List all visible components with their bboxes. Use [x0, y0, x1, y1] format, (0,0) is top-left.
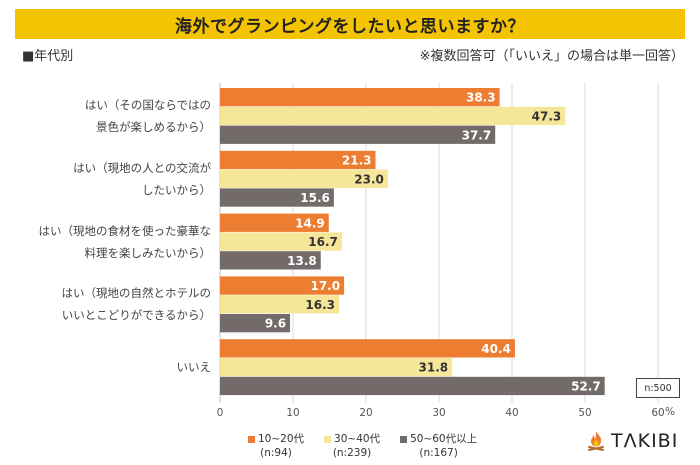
x-tick-label: 60: [651, 407, 664, 419]
x-unit-label: %: [665, 406, 675, 418]
data-label: 37.7: [462, 128, 492, 142]
category-label-line: はい（現地の食材を使った豪華な: [38, 223, 212, 238]
bar: [220, 88, 500, 107]
bar: [220, 106, 566, 126]
category-label-line: いいえ: [176, 360, 212, 375]
category-label-line: はい（現地の自然とホテルの: [61, 286, 212, 301]
chart-title-bar: 海外でグランピングをしたいと思いますか？: [15, 9, 685, 39]
data-label: 16.7: [308, 235, 338, 249]
bar: [220, 213, 329, 232]
answer-note: ※複数回答可（「いいえ」の場合は単一回答）: [419, 49, 684, 64]
bar: [220, 150, 376, 170]
legend-n: (n:94): [260, 447, 292, 459]
bar: [220, 169, 388, 188]
data-label: 52.7: [571, 379, 601, 393]
bar: [220, 232, 342, 251]
data-label: 38.3: [466, 91, 496, 105]
legend-item-30-40: 30~40代 (n:239): [324, 432, 380, 460]
bar: [220, 251, 321, 270]
legend-item-50-60: 50~60代以上 (n:167): [400, 432, 477, 460]
campfire-icon: [588, 431, 604, 451]
data-label: 17.0: [310, 279, 340, 293]
legend-label: 30~40代: [334, 433, 381, 445]
x-tick-label: 30: [432, 407, 445, 419]
x-tick-label: 0: [217, 407, 224, 419]
legend-swatch: [248, 435, 255, 443]
chart-title: 海外でグランピングをしたいと思いますか？: [175, 16, 525, 37]
legend-swatch: [324, 435, 332, 443]
bar: [220, 339, 515, 358]
category-label-line: いいとこどりができるから）: [61, 308, 211, 323]
sample-size-box: n:500: [636, 378, 680, 398]
bar: [220, 276, 345, 295]
data-label: 31.8: [419, 361, 449, 375]
category-label-line: 景色が楽しめるから）: [96, 119, 211, 134]
data-label: 15.6: [300, 191, 330, 205]
bar: [220, 188, 334, 207]
category-label: はい（現地の自然とホテルの いいとこどりができるから）: [62, 282, 212, 326]
bar: [220, 358, 453, 377]
legend-n: (n:167): [419, 447, 458, 459]
category-label: はい（現地の食材を使った豪華な料理を楽しみたいから）: [39, 220, 212, 264]
x-tick-label: 10: [286, 407, 299, 419]
data-label: 40.4: [481, 342, 511, 356]
takibi-logo: TΛKIBI: [586, 430, 678, 452]
data-label: 47.3: [532, 109, 562, 123]
legend-label: 50~60代以上: [410, 433, 478, 445]
data-label: 16.3: [305, 298, 335, 312]
bar: [220, 376, 605, 396]
segment-label: ■年代別: [22, 49, 74, 64]
x-tick-label: 20: [359, 407, 372, 419]
data-label: 23.0: [354, 172, 384, 186]
x-tick-label: 50: [578, 407, 591, 419]
legend-item-10-20: 10~20代 (n:94): [248, 432, 304, 460]
category-label-line: はい（現地の人との交流が: [73, 160, 211, 175]
category-label: はい（その国ならではの景色が楽しめるから）: [85, 94, 211, 138]
data-label: 9.6: [265, 317, 286, 331]
x-tick-label: 40: [505, 407, 518, 419]
bar: [220, 295, 339, 314]
category-label: はい（現地の人との交流がしたいから）: [73, 157, 211, 201]
category-label-line: したいから）: [142, 182, 211, 197]
bar: [220, 314, 291, 333]
legend-label: 10~20代: [258, 433, 305, 445]
bar: [220, 125, 496, 144]
data-label: 21.3: [342, 153, 372, 167]
legend-n: (n:239): [332, 447, 372, 459]
data-label: 14.9: [295, 216, 325, 230]
data-label: 13.8: [287, 254, 317, 268]
logo-text: TΛKIBI: [611, 430, 679, 452]
category-label-line: 料理を楽しみたいから）: [84, 245, 212, 260]
legend: 10~20代 (n:94) 30~40代 (n:239) 50~60代以上 (n…: [248, 432, 477, 460]
category-label-line: はい（その国ならではの: [84, 97, 211, 112]
category-label: いいえ: [177, 356, 212, 378]
legend-swatch: [400, 435, 408, 443]
